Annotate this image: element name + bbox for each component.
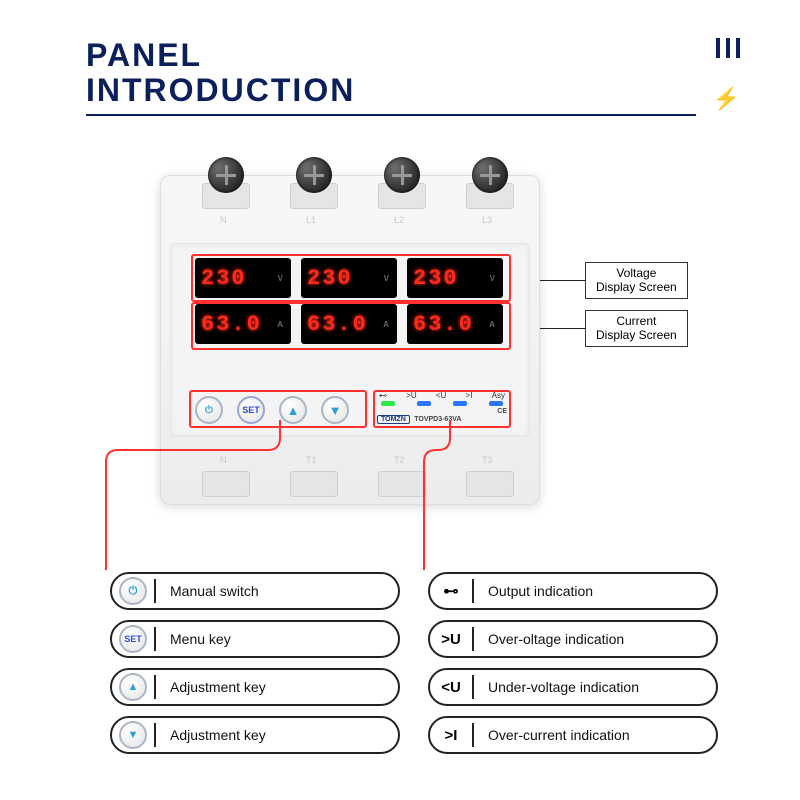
terminal-bot-t3: [466, 471, 514, 497]
voltage-display-l1: 230 V L1: [195, 258, 291, 298]
unit: A: [489, 320, 495, 329]
down-button[interactable]: ▼: [321, 396, 349, 424]
terminal-bot-t2: [378, 471, 426, 497]
callout-line: [540, 280, 585, 281]
sym-output: ⊷: [379, 391, 387, 400]
term-label: L2: [394, 215, 404, 225]
value: 63.0: [201, 312, 277, 337]
value: 230: [413, 266, 490, 291]
term-label: L3: [482, 215, 492, 225]
current-display-l2: 63.0 A: [301, 304, 397, 344]
device-face: 230 V L1 230 V L2 230 V L3 63.0 A 63.0 A: [170, 243, 530, 437]
legend-item: ⏻Manual switch: [110, 572, 400, 610]
legend-label: Manual switch: [156, 583, 398, 599]
legend-left: ⏻Manual switchSETMenu key▲Adjustment key…: [110, 572, 400, 754]
led-icon: [417, 401, 431, 406]
unit: A: [383, 320, 389, 329]
legend-item: >UOver-oltage indication: [428, 620, 718, 658]
term-label: T2: [394, 455, 405, 465]
up-button[interactable]: ▲: [279, 396, 307, 424]
symbol-icon: <U: [430, 670, 472, 704]
legend-label: Over-current indication: [474, 727, 716, 743]
indicator-leds: [377, 401, 507, 406]
symbol-icon: >U: [430, 622, 472, 656]
callout-voltage: Voltage Display Screen: [585, 262, 688, 299]
button-icon: SET: [112, 622, 154, 656]
current-display-l1: 63.0 A: [195, 304, 291, 344]
term-label: L1: [306, 215, 316, 225]
title-underline: [86, 114, 696, 116]
unit: V: [278, 274, 283, 283]
indicator-symbols: ⊷ >U <U >I Asy: [377, 391, 507, 400]
set-button[interactable]: SET: [237, 396, 265, 424]
legend-label: Under-voltage indication: [474, 679, 716, 695]
legend-item: ▼Adjustment key: [110, 716, 400, 754]
sym-asy: Asy: [492, 391, 505, 400]
unit: V: [384, 274, 389, 283]
screw-icon: [384, 157, 420, 193]
legend-item: ▲Adjustment key: [110, 668, 400, 706]
power-button[interactable]: ⏻: [195, 396, 223, 424]
legend-item: >IOver-current indication: [428, 716, 718, 754]
term-label: N: [220, 215, 227, 225]
device: N L1 L2 L3 N T1 T2 T3 230 V L1 230 V L2 …: [160, 175, 540, 505]
button-icon: ▼: [112, 718, 154, 752]
led-icon: [489, 401, 503, 406]
terminal-bot-t1: [290, 471, 338, 497]
value: 230: [307, 266, 384, 291]
legend-label: Over-oltage indication: [474, 631, 716, 647]
term-label: N: [220, 455, 227, 465]
button-row: ⏻ SET ▲ ▼: [195, 396, 349, 424]
button-icon: ▲: [112, 670, 154, 704]
title-block: PANEL INTRODUCTION: [86, 38, 696, 116]
callout-text: Display Screen: [596, 328, 677, 342]
legend-label: Adjustment key: [156, 727, 398, 743]
three-bars-icon: [713, 38, 740, 58]
value: 230: [201, 266, 278, 291]
value: 63.0: [307, 312, 383, 337]
unit: A: [277, 320, 283, 329]
title-line2: INTRODUCTION: [86, 73, 696, 108]
term-label: T3: [482, 455, 493, 465]
led-icon: [381, 401, 395, 406]
sym-over-u: >U: [406, 391, 416, 400]
screw-icon: [296, 157, 332, 193]
unit: V: [490, 274, 495, 283]
legend-label: Output indication: [474, 583, 716, 599]
legend-label: Menu key: [156, 631, 398, 647]
sym-under-u: <U: [436, 391, 446, 400]
model-label: TOVPD3-63VA: [414, 416, 461, 423]
legend-item: <UUnder-voltage indication: [428, 668, 718, 706]
accent-block: ⚡: [713, 38, 740, 112]
legend-right: ⊷Output indication >UOver-oltage indicati…: [428, 572, 718, 754]
callout-text: Current: [596, 314, 677, 328]
terminal-bot-n: [202, 471, 250, 497]
led-icon: [453, 401, 467, 406]
symbol-icon: >I: [430, 718, 472, 752]
current-display-l3: 63.0 A: [407, 304, 503, 344]
legend-label: Adjustment key: [156, 679, 398, 695]
legend-item: SETMenu key: [110, 620, 400, 658]
callout-text: Voltage: [596, 266, 677, 280]
cert-label: CE: [497, 408, 507, 415]
screw-icon: [472, 157, 508, 193]
symbol-icon: ⊷: [430, 574, 472, 608]
voltage-display-l2: 230 V L2: [301, 258, 397, 298]
bolt-icon: ⚡: [713, 86, 740, 112]
sym-over-i: >I: [466, 391, 473, 400]
title-line1: PANEL: [86, 38, 696, 73]
legend-item: ⊷Output indication: [428, 572, 718, 610]
voltage-display-l3: 230 V L3: [407, 258, 503, 298]
callout-text: Display Screen: [596, 280, 677, 294]
display-grid: 230 V L1 230 V L2 230 V L3 63.0 A 63.0 A: [195, 258, 503, 344]
term-label: T1: [306, 455, 317, 465]
indicator-block: ⊷ >U <U >I Asy TOMZN TOVPD3-63VA CE: [377, 391, 507, 426]
value: 63.0: [413, 312, 489, 337]
callout-line: [540, 328, 585, 329]
button-icon: ⏻: [112, 574, 154, 608]
callout-current: Current Display Screen: [585, 310, 688, 347]
brand-label: TOMZN: [377, 415, 410, 424]
screw-icon: [208, 157, 244, 193]
